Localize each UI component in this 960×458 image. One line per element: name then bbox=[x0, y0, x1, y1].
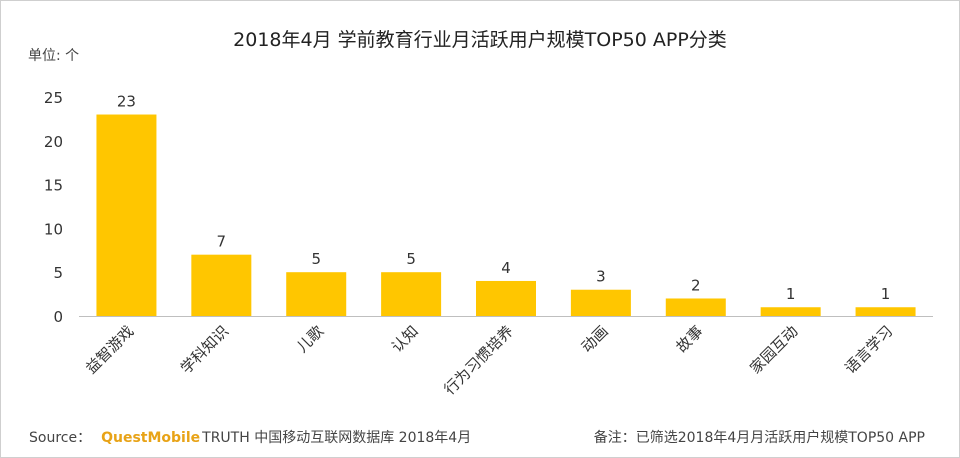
data-label: 5 bbox=[311, 250, 321, 268]
data-label: 23 bbox=[117, 93, 136, 111]
chart-frame: 2018年4月 学前教育行业月活跃用户规模TOP50 APP分类 单位: 个 0… bbox=[0, 0, 960, 458]
y-tick-label: 25 bbox=[44, 89, 63, 107]
data-label: 1 bbox=[881, 285, 891, 303]
bar bbox=[761, 307, 821, 316]
source-text: TRUTH 中国移动互联网数据库 2018年4月 bbox=[202, 430, 471, 446]
bar bbox=[381, 272, 441, 316]
source-label: Source： bbox=[29, 430, 91, 446]
data-label: 5 bbox=[406, 250, 416, 268]
category-label: 益智游戏 bbox=[82, 322, 137, 377]
category-label: 学科知识 bbox=[177, 322, 232, 377]
y-tick-label: 10 bbox=[44, 220, 63, 238]
y-tick-label: 0 bbox=[53, 308, 63, 326]
source-line: Source： QuestMobile TRUTH 中国移动互联网数据库 2018年… bbox=[29, 427, 471, 447]
category-label: 语言学习 bbox=[841, 322, 896, 377]
bar bbox=[476, 281, 536, 316]
category-label: 动画 bbox=[578, 322, 612, 356]
y-tick-label: 5 bbox=[53, 264, 63, 282]
note-line: 备注：已筛选2018年4月月活跃用户规模TOP50 APP bbox=[594, 427, 925, 447]
source-brand: QuestMobile bbox=[101, 430, 200, 446]
bar bbox=[856, 307, 916, 316]
bar bbox=[96, 115, 156, 316]
category-label: 行为习惯培养 bbox=[440, 322, 516, 398]
data-label: 4 bbox=[501, 259, 511, 277]
bar-chart: 0 5 10 15 20 25 23 益智游戏 7 学科知识 5 儿歌 5 认知 4 行为习惯培养 3 动画 2 故事… bbox=[1, 1, 959, 421]
bar bbox=[191, 255, 251, 316]
category-label: 儿歌 bbox=[293, 322, 327, 356]
y-tick-label: 15 bbox=[44, 177, 63, 195]
data-label: 3 bbox=[596, 268, 606, 286]
data-label: 7 bbox=[217, 233, 227, 251]
y-tick-label: 20 bbox=[44, 133, 63, 151]
bar bbox=[666, 298, 726, 316]
category-label: 故事 bbox=[673, 322, 707, 356]
category-label: 家园互动 bbox=[746, 322, 801, 377]
bar bbox=[571, 290, 631, 316]
data-label: 1 bbox=[786, 285, 796, 303]
category-label: 认知 bbox=[388, 322, 422, 356]
data-label: 2 bbox=[691, 276, 701, 294]
bar bbox=[286, 272, 346, 316]
